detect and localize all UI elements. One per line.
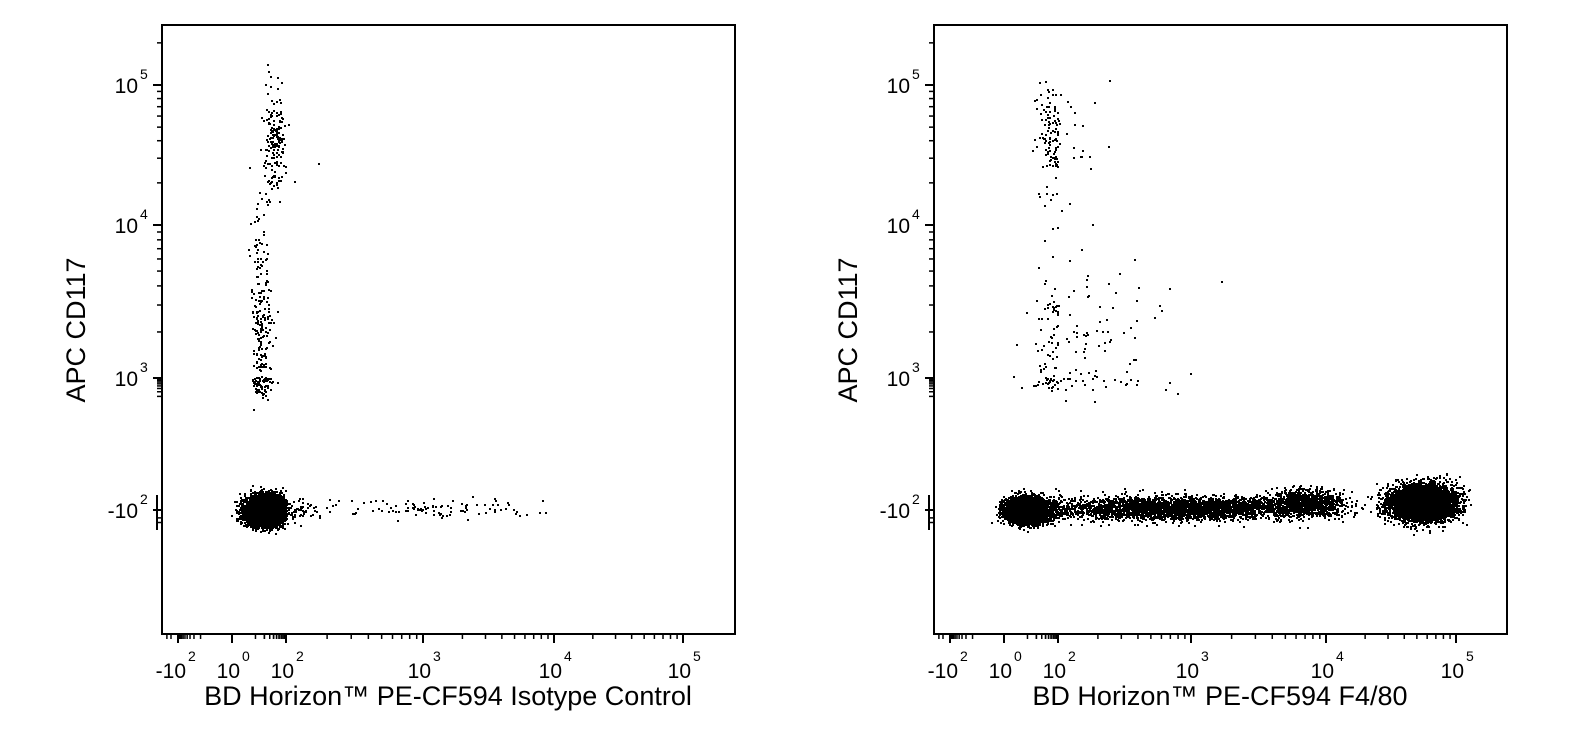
population-1-dots [231,485,321,535]
y-tick-base: 10 [115,368,138,391]
population-1-dots [991,488,1079,533]
x-tick-exponent: 3 [1201,648,1209,664]
x-tick-exponent: 4 [564,648,572,664]
x-minor-ticks [938,634,1451,639]
x-tick-base: 10 [1043,660,1066,683]
x-tick-label: 10 [989,660,1012,683]
y-tick-exponent: 5 [140,66,148,82]
population-2-events [1029,488,1391,529]
x-tick-exponent: 0 [242,648,250,664]
x-tick-label: 10 [1441,660,1464,683]
y-minor-ticks [928,42,934,530]
population-6-events [1013,205,1223,403]
y-tick-exponent: 2 [912,491,920,507]
x-tick-exponent: 5 [1466,648,1474,664]
population-3-events [248,192,279,411]
x-tick-base: -10 [156,660,186,683]
x-tick-base: 10 [1176,660,1199,683]
y-tick-base: 10 [115,215,138,238]
x-tick-exponent: 4 [1336,648,1344,664]
y-axis-label: APC CD117 [61,257,91,402]
x-tick-base: 10 [668,660,691,683]
x-tick-exponent: 3 [433,648,441,664]
x-tick-base: 10 [539,660,562,683]
y-tick-exponent: 2 [140,491,148,507]
population-6-dots [1013,205,1223,403]
x-tick-base: 10 [1441,660,1464,683]
x-tick-label: 10 [539,660,562,683]
y-axis-label: APC CD117 [833,257,863,402]
y-tick-base: 10 [115,75,138,98]
y-tick-exponent: 3 [912,359,920,375]
y-tick-base: -10 [108,500,138,523]
population-3-dots [248,192,279,411]
y-tick-exponent: 4 [912,206,920,222]
population-1-events [991,488,1079,533]
x-tick-label: 10 [668,660,691,683]
population-2-dots [1029,488,1391,529]
population-3-events [1244,485,1353,529]
population-3-dots [1244,485,1353,529]
x-minor-ticks [166,634,678,639]
population-5-dots [1032,80,1111,212]
x-tick-label: 10 [408,660,431,683]
x-tick-label: 10 [1043,660,1066,683]
x-tick-label: -10 [928,660,958,683]
y-tick-exponent: 4 [140,206,148,222]
x-tick-label: 10 [1311,660,1334,683]
y-tick-exponent: 5 [912,66,920,82]
x-tick-exponent: 0 [1014,648,1022,664]
plot-frame [933,24,1508,635]
x-tick-exponent: 2 [960,648,968,664]
y-tick-base: 10 [887,368,910,391]
y-minor-ticks [156,42,162,530]
x-axis-label: BD Horizon™ PE-CF594 Isotype Control [204,681,692,711]
event-dots [991,80,1472,536]
population-4-events [1367,473,1472,536]
x-tick-exponent: 2 [188,648,196,664]
population-2-events [249,64,320,216]
population-5-events [1032,80,1111,212]
y-tick-base: -10 [880,500,910,523]
x-tick-label: -10 [156,660,186,683]
x-tick-base: 10 [271,660,294,683]
x-tick-base: -10 [928,660,958,683]
x-tick-base: 10 [217,660,240,683]
x-tick-label: 10 [271,660,294,683]
x-tick-label: 10 [1176,660,1199,683]
y-tick-exponent: 3 [140,359,148,375]
population-1-events [231,485,321,535]
x-axis-label: BD Horizon™ PE-CF594 F4/80 [1032,681,1407,711]
x-tick-label: 10 [217,660,240,683]
population-4-events [273,496,547,522]
population-4-dots [273,496,547,522]
y-tick-base: 10 [887,75,910,98]
x-tick-exponent: 2 [296,648,304,664]
population-2-dots [249,64,320,216]
x-tick-base: 10 [989,660,1012,683]
x-tick-base: 10 [408,660,431,683]
y-tick-base: 10 [887,215,910,238]
event-dots [231,64,547,535]
x-tick-exponent: 5 [693,648,701,664]
x-tick-base: 10 [1311,660,1334,683]
population-4-dots [1367,473,1472,536]
x-tick-exponent: 2 [1068,648,1076,664]
plot-frame [161,24,736,635]
